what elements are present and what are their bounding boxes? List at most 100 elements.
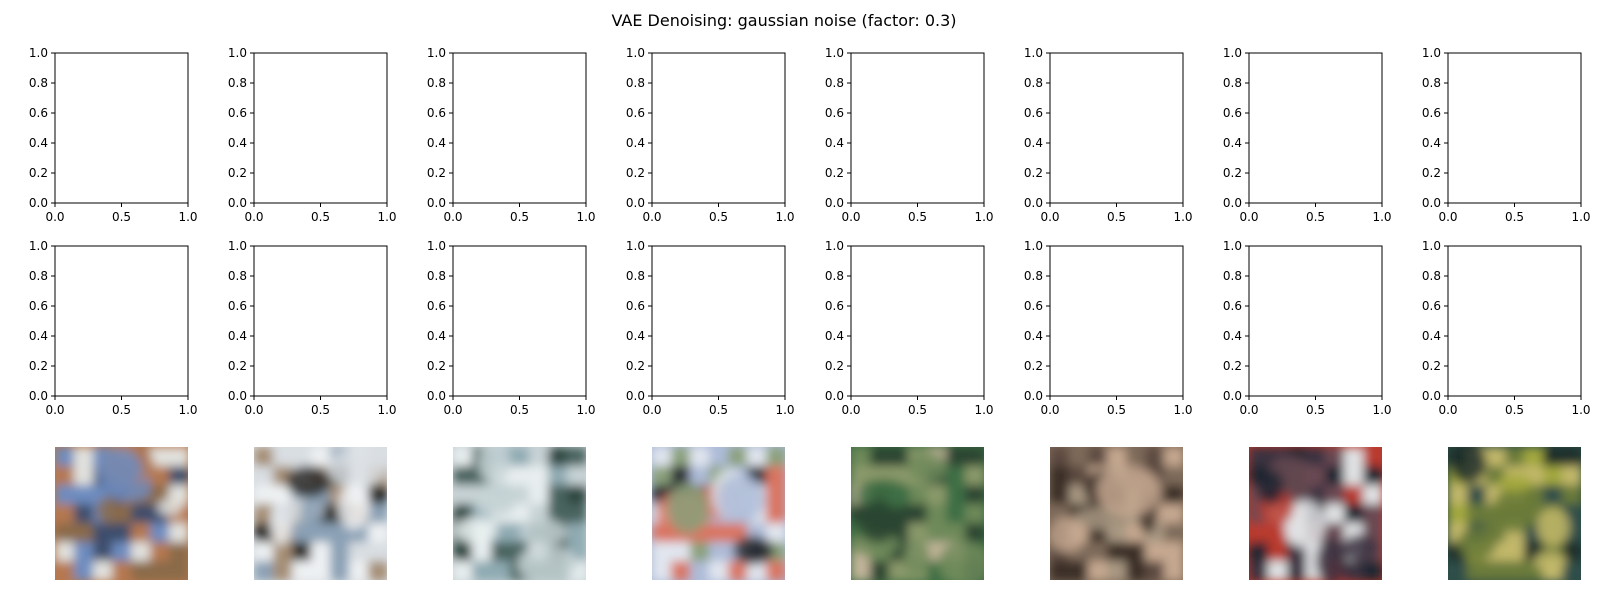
y-tick-label: 0.8: [626, 76, 645, 90]
axes-frame: [1049, 52, 1184, 204]
x-tick-label: 0.5: [311, 210, 330, 224]
x-tick-label: 1.0: [1571, 210, 1590, 224]
y-tick-label: 0.0: [1024, 389, 1043, 403]
y-tick-label: 0.0: [228, 196, 247, 210]
x-tick-label: 0.5: [1505, 403, 1524, 417]
x-tick-label: 0.0: [1239, 210, 1258, 224]
y-tick-label: 0.8: [825, 76, 844, 90]
y-tick-label: 0.8: [825, 269, 844, 283]
y-tick-label: 0.6: [228, 299, 247, 313]
empty-axes-r1-c8: 0.0 0.5 1.0 0.0 0.2 0.4 0.6 0.8 1.0: [1422, 46, 1591, 224]
x-tick-label: 1.0: [1571, 403, 1590, 417]
reconstructed-image-4: [652, 447, 785, 580]
x-tick-label: 1.0: [775, 210, 794, 224]
y-tick-label: 0.8: [1223, 269, 1242, 283]
reconstructed-image-3: [453, 447, 586, 580]
y-tick-label: 1.0: [825, 46, 844, 60]
y-tick-label: 1.0: [825, 239, 844, 253]
y-tick-label: 0.0: [29, 196, 48, 210]
x-tick-label: 1.0: [178, 403, 197, 417]
y-tick-label: 0.2: [626, 359, 645, 373]
y-tick-label: 0.0: [427, 196, 446, 210]
x-tick-label: 1.0: [1173, 210, 1192, 224]
y-tick-label: 0.0: [1422, 389, 1441, 403]
x-tick-label: 1.0: [1173, 403, 1192, 417]
x-tick-label: 1.0: [1372, 403, 1391, 417]
y-tick-label: 0.6: [427, 299, 446, 313]
empty-axes-r2-c5: 0.0 0.5 1.0 0.0 0.2 0.4 0.6 0.8 1.0: [825, 239, 994, 417]
x-tick-label: 0.0: [45, 210, 64, 224]
y-tick-label: 0.0: [1223, 389, 1242, 403]
axes-frame: [1248, 245, 1383, 397]
reconstructed-image-5: [851, 447, 984, 580]
empty-axes-r2-c8: 0.0 0.5 1.0 0.0 0.2 0.4 0.6 0.8 1.0: [1422, 239, 1591, 417]
y-tick-label: 0.8: [626, 269, 645, 283]
x-tick-label: 0.5: [1306, 403, 1325, 417]
y-tick-label: 1.0: [427, 46, 446, 60]
y-tick-label: 0.8: [427, 269, 446, 283]
y-tick-label: 1.0: [626, 46, 645, 60]
x-tick-label: 0.0: [1040, 210, 1059, 224]
y-tick-label: 0.2: [1223, 359, 1242, 373]
y-tick-label: 0.6: [228, 106, 247, 120]
y-tick-label: 1.0: [427, 239, 446, 253]
x-tick-label: 0.0: [443, 210, 462, 224]
y-tick-label: 0.4: [1024, 329, 1043, 343]
y-tick-label: 0.4: [427, 329, 446, 343]
x-tick-label: 0.0: [1239, 403, 1258, 417]
y-tick-label: 0.2: [427, 166, 446, 180]
x-tick-label: 0.5: [510, 210, 529, 224]
y-tick-label: 0.6: [825, 106, 844, 120]
y-tick-label: 0.6: [1422, 299, 1441, 313]
x-tick-label: 0.5: [311, 403, 330, 417]
y-tick-label: 0.0: [1024, 196, 1043, 210]
empty-axes-r1-c7: 0.0 0.5 1.0 0.0 0.2 0.4 0.6 0.8 1.0: [1223, 46, 1392, 224]
y-tick-label: 0.8: [1422, 269, 1441, 283]
reconstructed-image-1: [55, 447, 188, 580]
x-tick-label: 0.0: [1438, 210, 1457, 224]
x-tick-label: 1.0: [576, 210, 595, 224]
axes-frame: [651, 245, 786, 397]
axes-frame: [651, 52, 786, 204]
image-row: [55, 447, 1581, 580]
empty-axes-r1-c1: 0.0 0.5 1.0 0.0 0.2 0.4 0.6 0.8 1.0: [29, 46, 198, 224]
y-tick-label: 0.2: [825, 166, 844, 180]
y-tick-label: 0.4: [1024, 136, 1043, 150]
y-tick-label: 1.0: [1223, 46, 1242, 60]
x-tick-label: 0.5: [1505, 210, 1524, 224]
y-tick-label: 0.4: [427, 136, 446, 150]
chart-title: VAE Denoising: gaussian noise (factor: 0…: [611, 11, 956, 30]
y-tick-label: 0.4: [29, 329, 48, 343]
x-tick-label: 0.5: [510, 403, 529, 417]
axes-frame: [253, 52, 388, 204]
y-tick-label: 0.0: [228, 389, 247, 403]
y-tick-label: 0.4: [1223, 329, 1242, 343]
x-tick-label: 1.0: [974, 403, 993, 417]
x-tick-label: 0.0: [841, 210, 860, 224]
x-tick-label: 0.0: [244, 403, 263, 417]
axes-frame: [1447, 245, 1582, 397]
y-tick-label: 0.6: [29, 106, 48, 120]
x-tick-label: 0.0: [1438, 403, 1457, 417]
x-tick-label: 0.5: [112, 403, 131, 417]
y-tick-label: 0.4: [626, 136, 645, 150]
y-tick-label: 0.8: [1422, 76, 1441, 90]
x-tick-label: 1.0: [576, 403, 595, 417]
y-tick-label: 0.0: [1422, 196, 1441, 210]
y-tick-label: 0.2: [228, 166, 247, 180]
x-tick-label: 1.0: [775, 403, 794, 417]
axes-frame: [452, 52, 587, 204]
y-tick-label: 0.4: [228, 329, 247, 343]
axes-frame: [54, 245, 189, 397]
y-tick-label: 1.0: [1024, 239, 1043, 253]
x-tick-label: 0.5: [112, 210, 131, 224]
x-tick-label: 0.0: [1040, 403, 1059, 417]
x-tick-label: 0.5: [908, 210, 927, 224]
x-tick-label: 0.5: [1107, 403, 1126, 417]
y-tick-label: 0.4: [29, 136, 48, 150]
x-tick-label: 0.5: [1107, 210, 1126, 224]
y-tick-label: 0.8: [427, 76, 446, 90]
y-tick-label: 0.2: [228, 359, 247, 373]
x-tick-label: 0.0: [443, 403, 462, 417]
y-tick-label: 1.0: [228, 239, 247, 253]
